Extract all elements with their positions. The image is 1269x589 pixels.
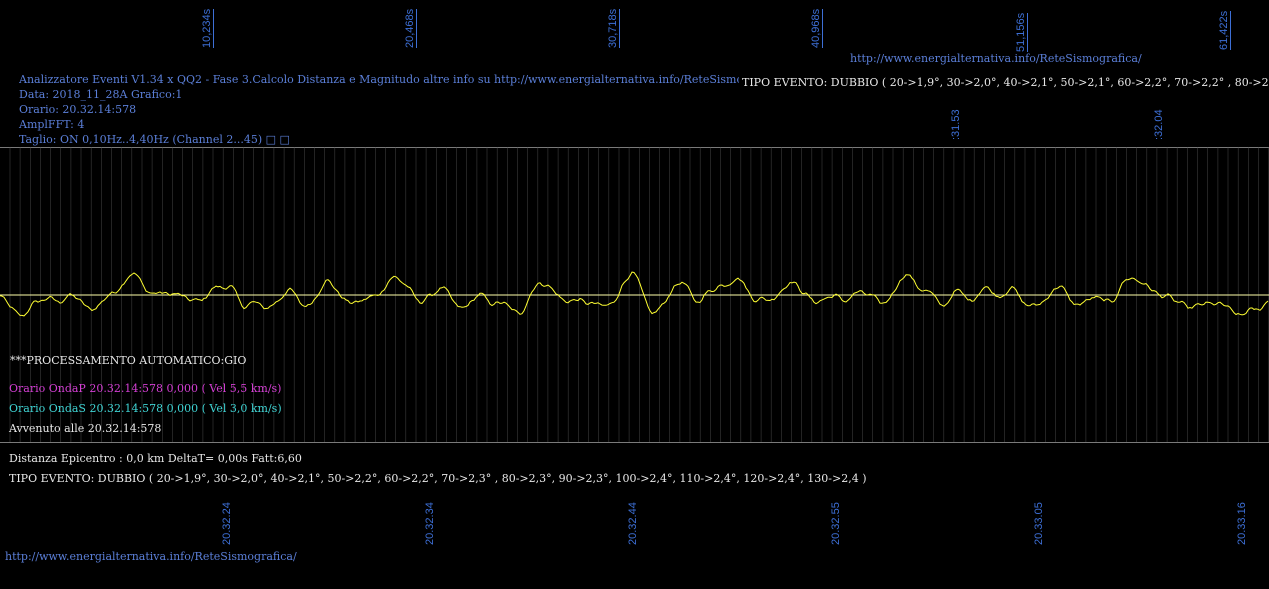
header-data: Data: 2018_11_28A Grafico:1: [19, 88, 183, 101]
bottom-time-label: 20.32.34: [424, 502, 436, 545]
processing-title: ***PROCESSAMENTO AUTOMATICO:GIO: [10, 354, 247, 367]
header-taglio: Taglio: ON 0,10Hz..4,40Hz (Channel 2...4…: [19, 133, 290, 146]
distanza-epicentro: Distanza Epicentro : 0,0 km DeltaT= 0,00…: [9, 452, 302, 465]
header-title: Analizzatore Eventi V1.34 x QQ2 - Fase 3…: [19, 73, 739, 86]
bottom-time-label: 20.33.16: [1236, 502, 1248, 545]
avvenuto-time: Avvenuto alle 20.32.14:578: [9, 422, 162, 435]
header-ampl: AmplFFT: 4: [19, 118, 85, 131]
bottom-time-label: 20.33.05: [1033, 502, 1045, 545]
chart-bottom-border: [0, 442, 1269, 443]
bottom-time-label: 20.32.55: [830, 502, 842, 545]
chart-top-border: [0, 147, 1269, 148]
tipo-evento-result: TIPO EVENTO: DUBBIO ( 20->1,9°, 30->2,0°…: [9, 472, 867, 485]
bottom-url-link[interactable]: http://www.energialternativa.info/ReteSi…: [5, 550, 297, 563]
bottom-time-label: 20.32.44: [627, 502, 639, 545]
bottom-time-label: 20.32.24: [221, 502, 233, 545]
onda-s-time: Orario OndaS 20.32.14:578 0,000 ( Vel 3,…: [9, 402, 282, 415]
seismic-trace: [0, 271, 1269, 317]
header-orario: Orario: 20.32.14:578: [19, 103, 137, 116]
onda-p-time: Orario OndaP 20.32.14:578 0,000 ( Vel 5,…: [9, 382, 282, 395]
tipo-evento-top: TIPO EVENTO: DUBBIO ( 20->1,9°, 30->2,0°…: [742, 76, 1269, 89]
top-url-link[interactable]: http://www.energialternativa.info/ReteSi…: [850, 52, 1142, 65]
